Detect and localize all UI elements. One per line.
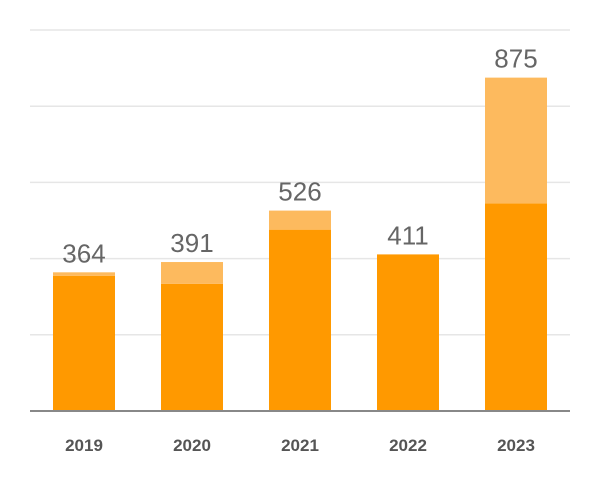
data-label: 391 bbox=[170, 228, 213, 258]
bar-segment-top bbox=[485, 77, 547, 204]
bar-segment-base bbox=[485, 203, 547, 411]
bar-segment-top bbox=[269, 210, 331, 230]
bar-segment-top bbox=[53, 272, 115, 276]
x-tick-label: 2020 bbox=[173, 436, 211, 455]
x-tick-label: 2021 bbox=[281, 436, 319, 455]
x-tick-label: 2023 bbox=[497, 436, 535, 455]
bar-segment-base bbox=[269, 229, 331, 411]
data-label: 875 bbox=[494, 44, 537, 74]
bar-segment-base bbox=[53, 275, 115, 411]
bar-segment-top bbox=[161, 262, 223, 284]
data-label: 526 bbox=[278, 177, 321, 207]
data-label: 411 bbox=[387, 220, 428, 250]
data-label: 364 bbox=[62, 238, 105, 268]
bar-segment-base bbox=[377, 254, 439, 411]
bar-segment-base bbox=[161, 283, 223, 411]
x-tick-label: 2019 bbox=[65, 436, 103, 455]
x-tick-label: 2022 bbox=[389, 436, 427, 455]
